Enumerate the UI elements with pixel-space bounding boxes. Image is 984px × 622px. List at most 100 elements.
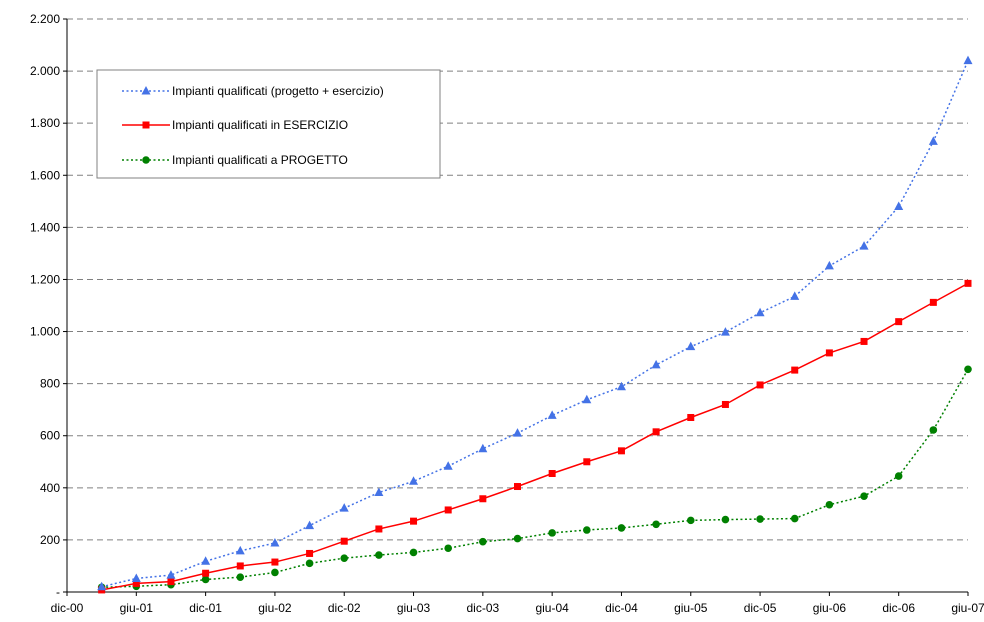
data-point [790, 291, 800, 300]
y-tick-label: 2.000 [30, 64, 60, 78]
axes [63, 18, 969, 596]
y-axis-tick-labels: - 200 400 600 800 1.000 1.200 1.400 1.600 1.800 2.… [30, 12, 60, 599]
data-point [271, 568, 279, 577]
data-point [964, 365, 972, 374]
data-point [894, 472, 903, 480]
y-tick-label: 400 [40, 481, 60, 495]
x-tick-label: giu-02 [258, 601, 292, 615]
data-point [131, 573, 141, 582]
y-tick-label: 1.400 [30, 220, 60, 234]
data-point [479, 537, 487, 546]
data-point [859, 241, 869, 250]
x-tick-label: dic-00 [51, 601, 84, 615]
data-point [825, 500, 834, 509]
data-point [167, 578, 175, 586]
data-point [409, 548, 418, 557]
data-point [513, 534, 522, 543]
legend-item: Impianti qualificati in ESERCIZIO [122, 118, 348, 132]
x-tick-label: dic-06 [882, 601, 915, 615]
data-point [443, 461, 453, 470]
x-tick-label: giu-06 [813, 601, 847, 615]
x-tick-label: dic-03 [467, 601, 500, 615]
y-tick-label: 600 [40, 429, 60, 443]
y-tick-label: 200 [40, 533, 60, 547]
data-point [824, 260, 834, 270]
legend-marker [142, 156, 150, 164]
y-tick-label: 1.200 [30, 272, 60, 286]
data-point [375, 551, 383, 559]
data-point [617, 524, 626, 532]
data-point [375, 525, 383, 533]
series-layer [97, 55, 973, 594]
data-point [409, 476, 419, 485]
data-point [825, 349, 833, 357]
data-point [651, 359, 661, 369]
data-point [201, 575, 210, 584]
data-point [860, 492, 868, 500]
legend-marker [142, 121, 150, 129]
data-point [756, 381, 764, 389]
series-line [101, 368, 969, 589]
data-point [548, 529, 556, 537]
series-line [101, 282, 969, 591]
x-tick-label: giu-03 [397, 601, 431, 615]
series-2 [97, 365, 972, 592]
data-point [686, 341, 696, 351]
x-tick-label: giu-04 [535, 601, 569, 615]
data-point [928, 136, 938, 145]
data-point [235, 545, 245, 555]
data-point [236, 573, 245, 581]
legend-label: Impianti qualificati (progetto + eserciz… [172, 84, 384, 98]
data-point [548, 469, 556, 477]
data-point [202, 569, 210, 577]
data-point [720, 327, 730, 336]
data-point [444, 544, 452, 553]
data-point [306, 549, 314, 557]
y-tick-label: 1.800 [30, 116, 60, 130]
data-point [616, 381, 626, 391]
data-point [305, 559, 314, 568]
x-tick-label: dic-04 [605, 601, 638, 615]
legend-items: Impianti qualificati (progetto + eserciz… [122, 84, 384, 167]
data-point [929, 298, 937, 306]
data-point [374, 487, 384, 497]
y-tick-label: 1.600 [30, 168, 60, 182]
data-point [583, 526, 591, 534]
data-point [97, 581, 107, 591]
data-point [340, 537, 348, 545]
data-point [166, 570, 176, 579]
data-point [340, 554, 349, 562]
data-point [547, 410, 557, 419]
data-point [513, 428, 522, 437]
legend-label: Impianti qualificati a PROGETTO [172, 153, 348, 167]
x-tick-label: dic-01 [189, 601, 222, 615]
data-point [687, 413, 695, 421]
data-point [583, 458, 591, 466]
legend: Impianti qualificati (progetto + eserciz… [96, 69, 441, 179]
legend-marker [141, 86, 151, 95]
data-point [860, 337, 868, 345]
x-axis-tick-labels: dic-00 giu-01 dic-01 giu-02 dic-02 giu-03 dic-… [51, 601, 984, 615]
data-point [132, 579, 140, 587]
data-point [686, 516, 695, 525]
y-tick-label: 1.000 [30, 325, 60, 339]
legend-item: Impianti qualificati a PROGETTO [122, 153, 348, 167]
y-tick-label: - [56, 585, 60, 599]
series-line [101, 60, 969, 588]
x-tick-label: giu-01 [120, 601, 154, 615]
data-point [236, 562, 244, 570]
data-point [479, 495, 487, 503]
data-point [755, 307, 765, 317]
x-tick-label: dic-02 [328, 601, 361, 615]
x-tick-label: giu-07 [951, 601, 984, 615]
data-point [756, 515, 764, 523]
data-point [929, 426, 938, 434]
grid-lines [67, 18, 968, 541]
data-point [339, 503, 349, 512]
data-point [271, 558, 279, 566]
legend-label: Impianti qualificati in ESERCIZIO [172, 118, 348, 132]
data-point [652, 428, 660, 436]
data-point [790, 514, 799, 523]
data-point [201, 556, 211, 565]
